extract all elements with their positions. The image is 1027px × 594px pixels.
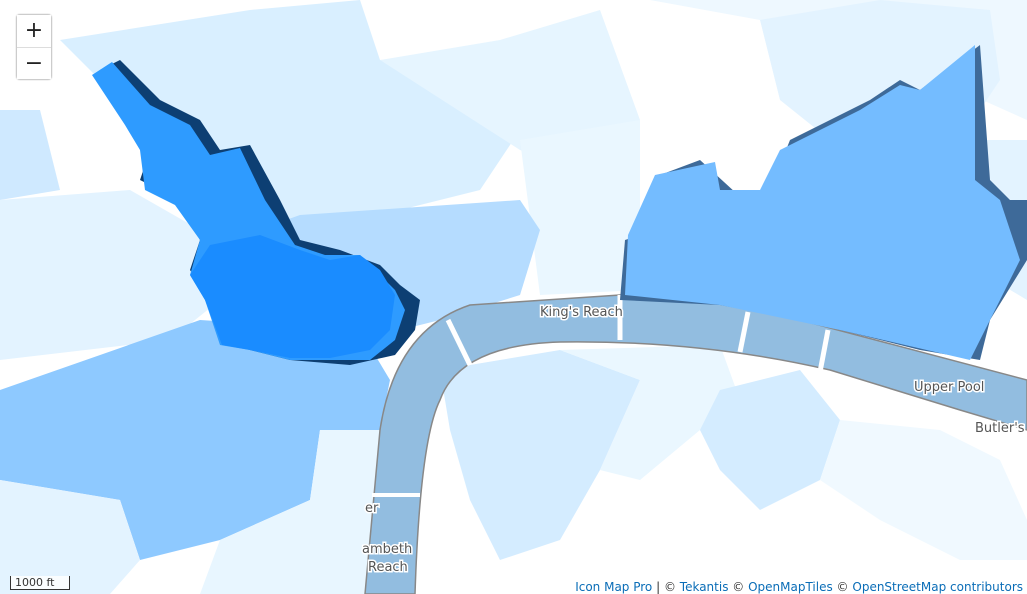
attribution: Icon Map Pro | © Tekantis © OpenMapTiles… xyxy=(571,580,1027,594)
dark-region xyxy=(92,60,420,365)
label-kings-reach: King's Reach xyxy=(540,305,623,320)
label-upper-pool: Upper Pool xyxy=(914,380,984,395)
attr-sep: | © xyxy=(652,580,680,594)
attr-sep: © xyxy=(728,580,749,594)
openmaptiles-link[interactable]: OpenMapTiles xyxy=(748,580,833,594)
icon-map-pro-link[interactable]: Icon Map Pro xyxy=(575,580,653,594)
zoom-in-button[interactable]: + xyxy=(17,15,51,47)
tekantis-link[interactable]: Tekantis xyxy=(679,580,729,594)
label-partial: er xyxy=(365,501,379,516)
attr-sep: © xyxy=(832,580,853,594)
zoom-out-button[interactable]: − xyxy=(17,47,51,79)
label-reach: Reach xyxy=(368,560,408,575)
mid-region-east xyxy=(620,45,1027,360)
scale-bar: 1000 ft xyxy=(10,576,70,590)
label-butlers: Butler's xyxy=(975,421,1025,436)
label-lambeth: ambeth xyxy=(362,542,412,557)
zoom-control: + − xyxy=(16,14,52,80)
osm-link[interactable]: OpenStreetMap contributors xyxy=(852,580,1023,594)
river-thames xyxy=(364,294,1027,594)
